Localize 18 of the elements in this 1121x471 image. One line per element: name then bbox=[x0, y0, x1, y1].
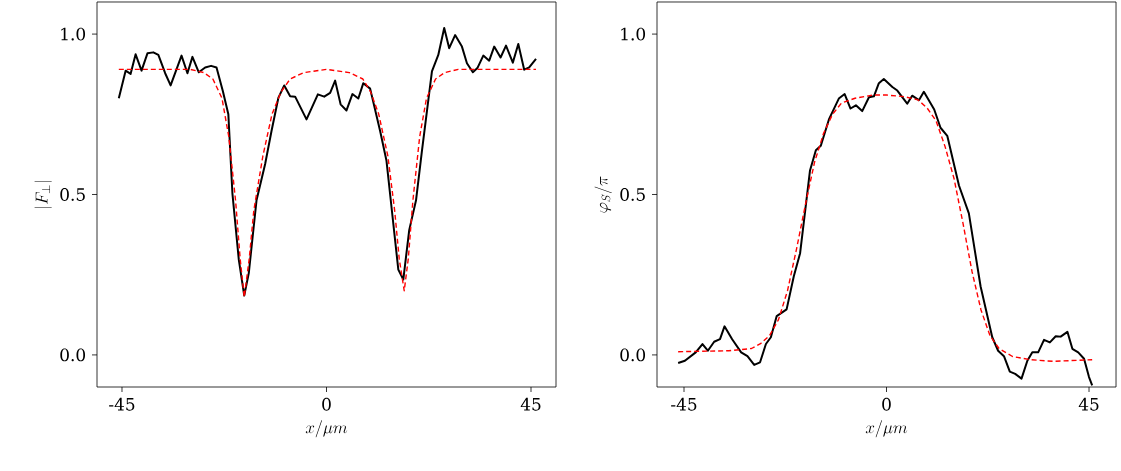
x-tick-label: 45 bbox=[1078, 397, 1099, 411]
x-tick-label: -45 bbox=[671, 397, 697, 411]
x-axis-title: $x/\mu m$ bbox=[865, 420, 908, 438]
y-tick-label: 0.0 bbox=[60, 348, 86, 362]
y-tick-label: 0.5 bbox=[60, 188, 85, 201]
y-axis-title: $|F_\perp|$ bbox=[34, 181, 52, 208]
x-tick-label: 0 bbox=[322, 397, 331, 411]
x-tick-label: 45 bbox=[520, 397, 541, 411]
y-tick-label: 1.0 bbox=[621, 27, 646, 41]
y-tick-label: 0.0 bbox=[620, 348, 646, 362]
x-tick-label: -45 bbox=[109, 397, 135, 411]
x-axis-title: $x/\mu m$ bbox=[305, 420, 348, 438]
line-series bbox=[117, 26, 538, 297]
y-axis-title: $\varphi_S/\pi$ bbox=[594, 176, 612, 213]
y-tick-label: 0.5 bbox=[620, 188, 645, 201]
y-tick-label: 1.0 bbox=[61, 27, 86, 41]
line-series bbox=[118, 68, 537, 298]
x-tick-label: 0 bbox=[882, 397, 891, 411]
